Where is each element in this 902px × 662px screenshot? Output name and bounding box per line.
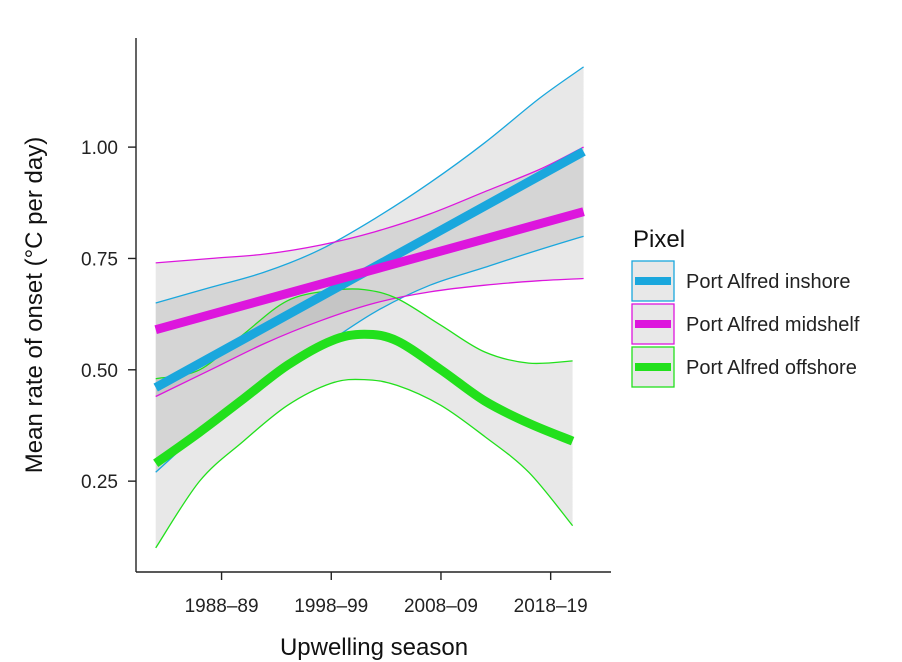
port-alfred-midshelf-legend-label: Port Alfred midshelf [686, 314, 860, 336]
y-tick-label: 0.75 [81, 249, 118, 270]
x-axis-title: Upwelling season [280, 634, 468, 661]
port-alfred-offshore-legend-label: Port Alfred offshore [686, 357, 857, 379]
y-ticks: 0.25 0.50 0.75 1.00 [81, 138, 136, 493]
x-tick-label: 2018–19 [514, 596, 588, 617]
port-alfred-inshore-ci-upper [155, 66, 584, 304]
x-tick-label: 1988–89 [185, 596, 259, 617]
axes [135, 38, 611, 573]
legend-title: Pixel [633, 226, 685, 253]
y-tick-label: 1.00 [81, 138, 118, 159]
y-tick-label: 0.50 [81, 361, 118, 382]
x-tick-label: 2008–09 [404, 596, 478, 617]
series-lines [153, 147, 586, 467]
port-alfred-offshore-line [153, 329, 575, 467]
port-alfred-offshore-ci-lower [155, 378, 574, 549]
port-alfred-midshelf-line [154, 207, 585, 335]
port-alfred-offshore-ci-ribbon [155, 288, 573, 548]
port-alfred-inshore-legend-label: Port Alfred inshore [686, 271, 851, 293]
port-alfred-midshelf-ci-lower [155, 277, 584, 398]
legend: Pixel Port Alfred inshore Port Alfred mid… [631, 226, 860, 388]
y-axis-title: Mean rate of onset (°C per day) [21, 137, 48, 473]
port-alfred-midshelf-ci-upper [155, 146, 584, 264]
x-tick-label: 1998–99 [294, 596, 368, 617]
x-ticks: 1988–89 1998–99 2008–09 2018–19 [185, 572, 588, 617]
y-tick-label: 0.25 [81, 472, 118, 493]
